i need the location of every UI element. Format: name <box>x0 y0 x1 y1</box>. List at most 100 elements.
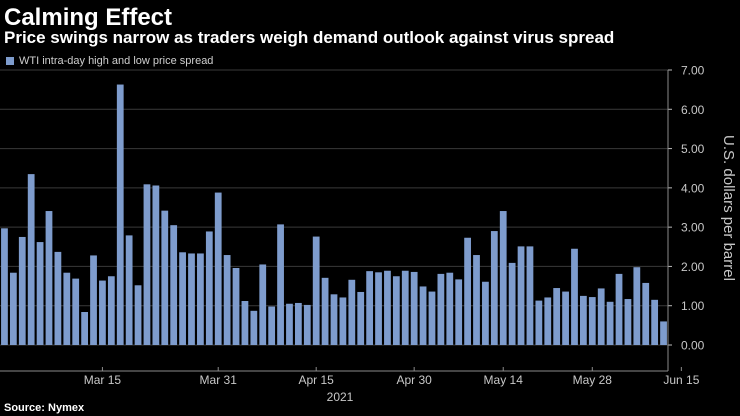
bar <box>446 272 454 345</box>
bar <box>401 270 409 345</box>
bar <box>606 301 614 345</box>
chart-title: Calming Effect <box>4 4 173 31</box>
bar <box>464 237 471 345</box>
y-tick-label: 2.00 <box>681 260 705 274</box>
bar <box>419 286 427 345</box>
bar <box>45 211 53 345</box>
bar <box>250 310 258 345</box>
bar <box>90 255 97 345</box>
bar <box>312 236 320 345</box>
bar <box>517 246 525 345</box>
bar <box>615 273 623 345</box>
bar <box>490 231 498 345</box>
legend-label: WTI intra-day high and low price spread <box>19 55 214 67</box>
bar <box>99 280 106 345</box>
legend: WTI intra-day high and low price spread <box>6 55 213 67</box>
legend-swatch <box>6 57 14 65</box>
bar <box>321 277 329 345</box>
x-tick-label: May 28 <box>573 373 613 387</box>
x-tick-label: Mar 31 <box>200 373 238 387</box>
y-tick-label: 3.00 <box>681 221 705 235</box>
bar <box>241 301 249 345</box>
bar <box>651 299 659 345</box>
bar <box>544 297 552 345</box>
y-tick-label: 0.00 <box>681 339 705 353</box>
bar <box>214 192 222 345</box>
bar <box>143 184 151 345</box>
bar <box>366 271 374 345</box>
bar <box>170 225 178 345</box>
bar <box>232 268 240 345</box>
bar <box>571 248 578 345</box>
bar <box>36 242 44 345</box>
bar <box>134 285 142 345</box>
bar <box>107 276 115 345</box>
bar <box>499 211 507 345</box>
y-tick-label: 6.00 <box>681 103 705 117</box>
bar <box>384 270 391 345</box>
bar <box>81 312 88 345</box>
bar <box>179 252 186 345</box>
bar <box>473 255 480 345</box>
x-tick-label: Apr 15 <box>299 373 335 387</box>
bars <box>1 84 667 345</box>
bar <box>1 228 8 345</box>
bar <box>63 272 71 345</box>
y-tick-label: 5.00 <box>681 142 705 156</box>
bar <box>303 304 311 345</box>
bar <box>259 264 267 345</box>
bar <box>223 255 231 345</box>
bar <box>161 210 169 345</box>
bar <box>54 251 62 345</box>
bar <box>205 231 213 345</box>
bar <box>197 253 204 345</box>
bar <box>526 246 534 345</box>
bar <box>188 253 195 345</box>
bar <box>348 279 356 345</box>
source-note: Source: Nymex <box>4 402 85 414</box>
bar <box>294 302 302 345</box>
y-tick-label: 4.00 <box>681 181 705 195</box>
bar <box>660 321 667 345</box>
bar <box>633 267 641 345</box>
bar <box>268 306 276 345</box>
y-tick-label: 7.00 <box>681 64 705 78</box>
y-axis-title: U.S. dollars per barrel <box>720 135 737 281</box>
bar <box>339 297 347 345</box>
bar <box>597 288 605 345</box>
bar <box>428 291 436 345</box>
chart-subtitle: Price swings narrow as traders weigh dem… <box>4 28 615 47</box>
x-axis-year-label: 2021 <box>327 390 354 404</box>
bar <box>580 295 587 345</box>
bar <box>357 291 365 345</box>
bar <box>152 185 160 345</box>
x-tick-label: May 14 <box>484 373 524 387</box>
bar <box>72 278 80 345</box>
bar <box>437 273 445 345</box>
bar <box>392 276 400 345</box>
bar <box>9 272 17 345</box>
bar <box>375 272 382 345</box>
bar <box>455 279 463 345</box>
bar <box>588 297 596 345</box>
bar <box>410 271 418 345</box>
bar <box>535 300 543 345</box>
bar <box>553 288 561 345</box>
bar <box>508 262 516 345</box>
bar <box>18 236 26 345</box>
x-tick-label: Apr 30 <box>396 373 432 387</box>
bar <box>277 224 284 345</box>
x-tick-label: Jun 15 <box>663 373 699 387</box>
bar <box>27 174 35 345</box>
y-tick-label: 1.00 <box>681 299 705 313</box>
bar <box>562 291 569 345</box>
bar <box>624 299 632 345</box>
bar <box>125 235 133 345</box>
bar <box>330 294 338 345</box>
bar <box>642 282 650 345</box>
x-tick-label: Mar 15 <box>84 373 122 387</box>
axes: 0.00 1.00 2.00 3.00 4.00 5.00 6.00 7.00 Mar 15 Ma… <box>0 64 705 387</box>
bar <box>482 281 489 345</box>
bar <box>116 84 124 345</box>
